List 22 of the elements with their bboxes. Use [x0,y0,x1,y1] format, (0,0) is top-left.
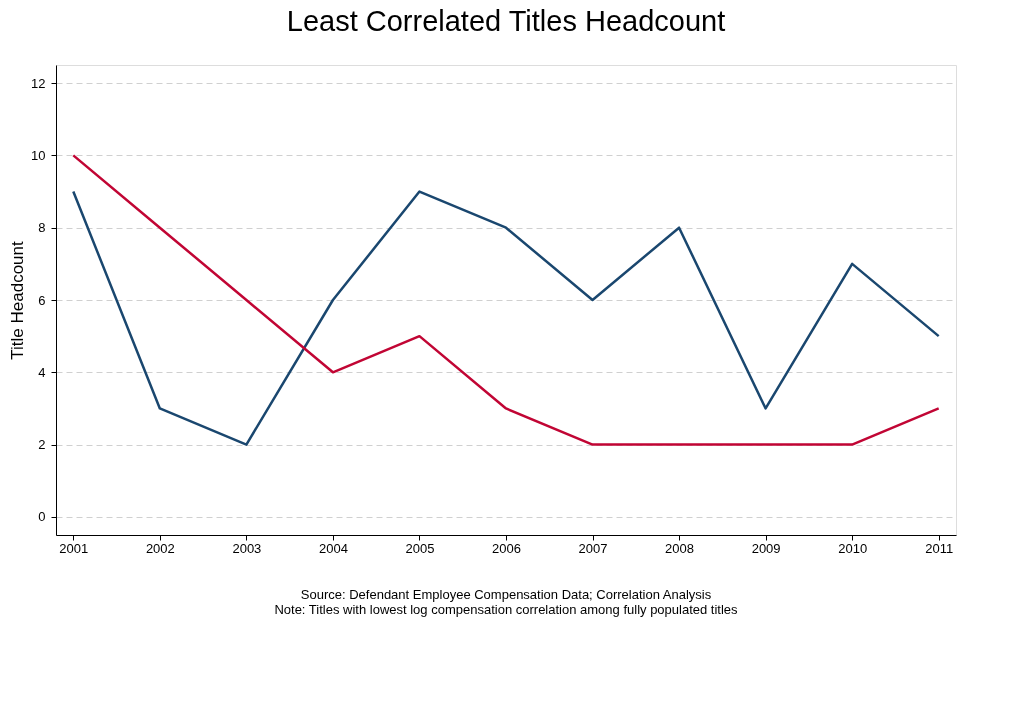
y-tick-label: 2 [38,437,46,453]
x-tick-label: 2001 [59,540,89,556]
chart-title: Least Correlated Titles Headcount [286,5,726,37]
x-tick-label: 2003 [232,540,262,556]
source-note: Source: Defendant Employee Compensation Data; Correlation Analysis [300,587,712,602]
x-tick-label: 2010 [838,540,868,556]
x-tick-label: 2008 [665,540,695,556]
x-tick-label: 2004 [318,540,348,556]
x-tick-label: 2007 [578,540,608,556]
x-tick-label: 2011 [925,540,954,556]
y-tick-label: 12 [31,75,46,91]
y-tick-label: 0 [38,509,46,525]
y-tick-label: 10 [31,147,46,163]
y-tick-label: 4 [38,364,46,380]
x-tick-label: 2002 [145,540,175,556]
text: Note: Titles with lowest log compensation correlation among fully populated titles [274,602,739,617]
x-tick-label: 2006 [492,540,521,556]
x-tick-label: 2009 [751,540,781,556]
y-tick-label: 6 [38,292,46,308]
y-tick-label: 8 [38,220,46,236]
y-axis-title: Title Headcount [8,241,28,360]
x-tick-label: 2005 [405,540,435,556]
